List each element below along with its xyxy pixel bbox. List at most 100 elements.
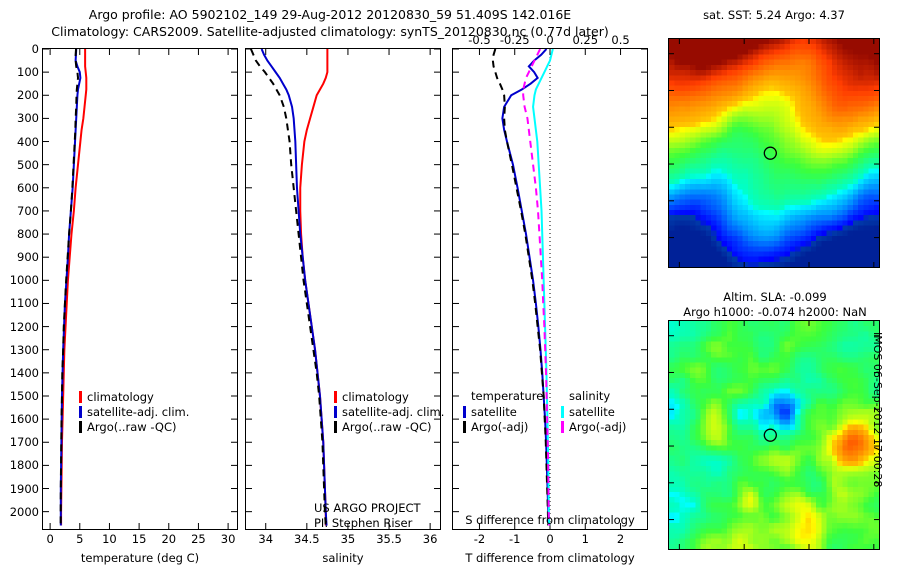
figure-title-line1: Argo profile: AO 5902102_149 29-Aug-2012… — [88, 7, 572, 22]
axis-tick-label: 34.5 — [294, 532, 320, 546]
legend-item: satellite — [463, 404, 543, 419]
legend-item: Argo(..raw -QC) — [79, 419, 189, 434]
sst-map-field — [669, 39, 879, 267]
depth-tick-label: 900 — [17, 250, 39, 265]
axis-tick-label: 34 — [258, 532, 274, 546]
figure-title: Argo profile: AO 5902102_149 29-Aug-2012… — [0, 6, 660, 40]
figure-title-line2: Climatology: CARS2009. Satellite-adjuste… — [51, 24, 609, 39]
legend-swatch — [463, 420, 466, 433]
legend-label: satellite-adj. clim. — [342, 404, 445, 419]
depth-tick-label: 100 — [17, 65, 39, 80]
axis-tick-label: 15 — [131, 532, 147, 546]
legend-swatch — [79, 405, 82, 418]
s-difference-axis-label: S difference from climatology — [465, 513, 635, 527]
axis-tick-label: -0.25 — [499, 33, 530, 47]
legend-header: salinity — [569, 389, 611, 403]
t-difference-axis-label: T difference from climatology — [465, 551, 635, 565]
salinity-plot-area — [246, 49, 440, 529]
legend-label: climatology — [87, 389, 154, 404]
axis-tick-label: -2 — [473, 532, 486, 546]
depth-tick-label: 1300 — [9, 342, 39, 357]
difference-plot-area — [453, 49, 647, 529]
temperature-plot-area — [43, 49, 237, 529]
difference-legend-temperature: temperature satellite Argo(-adj) — [463, 389, 543, 434]
sst-map: 135140145150 -46-48-50-52-54-56 — [668, 38, 880, 268]
legend-label: satellite-adj. clim. — [87, 404, 190, 419]
sla-map-title-line1: Altim. SLA: -0.099 — [723, 290, 827, 304]
salinity-profile-panel: 34 34.5 35 35.5 36 climatology satellite-adj.… — [245, 48, 444, 546]
legend-swatch — [334, 420, 337, 433]
legend-item: satellite-adj. clim. — [334, 404, 444, 419]
depth-tick-label: 600 — [17, 180, 39, 195]
sla-map-title-line2: Argo h1000: -0.074 h2000: NaN — [683, 305, 867, 319]
sla-map: 135140145150 -46-48-50-52-54-56 — [668, 320, 880, 550]
project-pi: PI: Stephen Riser — [314, 516, 413, 530]
depth-tick-label: 1600 — [9, 412, 39, 427]
depth-tick-label: 300 — [17, 111, 39, 126]
axis-tick-label: 0.5 — [611, 33, 630, 47]
depth-tick-label: 1900 — [9, 481, 39, 496]
axis-tick-label: 0 — [546, 532, 554, 546]
axis-tick-label: 5 — [76, 532, 84, 546]
axis-tick-label: -1 — [508, 532, 521, 546]
legend-label: Argo(..raw -QC) — [87, 419, 177, 434]
depth-tick-label: 500 — [17, 157, 39, 172]
axis-tick-label: 1 — [581, 532, 589, 546]
depth-tick-label: 1500 — [9, 388, 39, 403]
legend-item: climatology — [334, 389, 444, 404]
legend-label: Argo(-adj) — [471, 419, 529, 434]
temperature-profile-panel: 0 100 200 300 400 500 600 700 800 900 1000 1100 1200… — [10, 42, 238, 546]
depth-tick-label: 1400 — [9, 365, 39, 380]
salinity-legend: climatology satellite-adj. clim. Argo(..ra… — [334, 389, 444, 434]
project-name: US ARGO PROJECT — [314, 501, 421, 515]
legend-swatch — [561, 405, 564, 418]
salinity-axis-label: salinity — [322, 551, 364, 565]
legend-label: satellite — [471, 404, 517, 419]
legend-header: temperature — [471, 389, 544, 403]
axis-tick-label: 30 — [220, 532, 236, 546]
axis-tick-label: 35.5 — [376, 532, 402, 546]
legend-item: satellite — [561, 404, 626, 419]
axis-tick-label: 20 — [161, 532, 177, 546]
legend-label: Argo(..raw -QC) — [342, 419, 432, 434]
sst-map-title: sat. SST: 5.24 Argo: 4.37 — [703, 8, 845, 22]
legend-item: satellite-adj. clim. — [79, 404, 189, 419]
axis-tick-label: 36 — [422, 532, 438, 546]
temperature-axis-label: temperature (deg C) — [80, 551, 200, 565]
depth-tick-label: 400 — [17, 134, 39, 149]
legend-swatch — [79, 420, 82, 433]
legend-label: climatology — [342, 389, 409, 404]
depth-tick-label: 1100 — [9, 296, 39, 311]
legend-swatch — [463, 405, 466, 418]
difference-profile-panel: -2 -1 0 1 2 -0.5 -0.25 0 0.25 0.5 temperature sat… — [452, 33, 648, 546]
imos-timestamp: IMOS 06-Sep-2012 17:00:28 — [871, 332, 884, 488]
legend-label: satellite — [569, 404, 615, 419]
depth-tick-label: 800 — [17, 227, 39, 242]
axis-tick-label: 0 — [546, 33, 554, 47]
difference-legend-salinity: salinity satellite Argo(-adj) — [561, 389, 626, 434]
sla-map-field — [669, 321, 879, 549]
depth-tick-label: 1700 — [9, 435, 39, 450]
axis-tick-label: 2 — [616, 532, 625, 546]
depth-tick-label: 200 — [17, 88, 39, 103]
depth-tick-label: 1000 — [9, 273, 39, 288]
project-credit: US ARGO PROJECT PI: Stephen Riser — [314, 501, 421, 531]
sla-map-title: Altim. SLA: -0.099 Argo h1000: -0.074 h2… — [660, 290, 890, 320]
legend-item: Argo(..raw -QC) — [334, 419, 444, 434]
legend-label: Argo(-adj) — [569, 419, 627, 434]
depth-tick-label: 0 — [31, 42, 39, 56]
depth-tick-label: 700 — [17, 203, 39, 218]
depth-tick-label: 1800 — [9, 458, 39, 473]
legend-item: Argo(-adj) — [561, 419, 626, 434]
legend-swatch — [561, 420, 564, 433]
depth-tick-label: 2000 — [9, 504, 39, 519]
depth-tick-label: 1200 — [9, 319, 39, 334]
axis-tick-label: 25 — [191, 532, 206, 546]
legend-item: climatology — [79, 389, 189, 404]
legend-item: Argo(-adj) — [463, 419, 543, 434]
axis-tick-label: 35 — [340, 532, 356, 546]
legend-swatch — [334, 405, 337, 418]
legend-swatch — [79, 390, 82, 403]
axis-tick-label: 10 — [102, 532, 117, 546]
axis-tick-label: 0.25 — [572, 33, 599, 47]
